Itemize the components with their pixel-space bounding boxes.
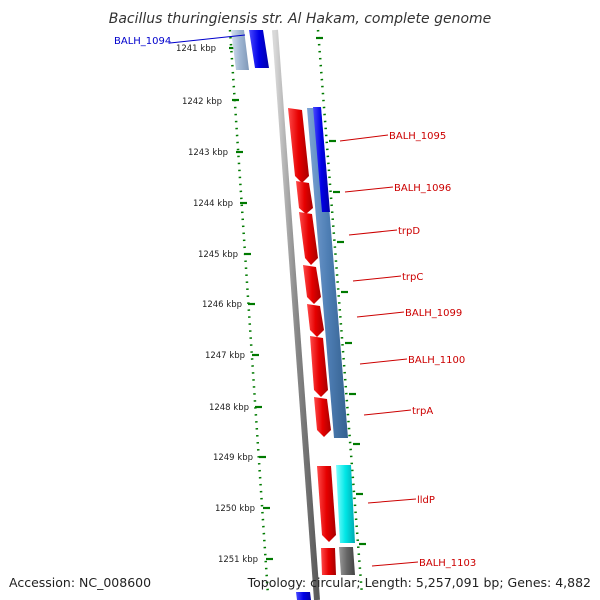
accession-text: Accession: NC_008600: [9, 575, 151, 590]
gene-label-balh-1103: BALH_1103: [419, 558, 476, 569]
gene-label-lldp: lldP: [417, 495, 435, 506]
ruler-labels: 1241 kbp 1242 kbp 1243 kbp 1244 kbp 1245…: [176, 44, 258, 565]
feature-balh-1103-gray: [339, 547, 355, 575]
genome-backbone: [272, 29, 320, 600]
features-blue-narrow: [313, 107, 330, 212]
gene-arrow-balh-1095: [288, 108, 309, 183]
leader-line-balh-1103: [371, 561, 419, 567]
leader-line-trpc: [352, 275, 402, 282]
gene-arrow-balh-1099: [307, 304, 324, 337]
ruler-label-1245kbp: 1245 kbp: [198, 250, 238, 260]
features-top: [231, 30, 311, 600]
leader-line-balh-1096: [344, 186, 394, 193]
gene-label-balh-1095: BALH_1095: [389, 131, 446, 142]
leader-line-balh-1100: [359, 358, 408, 365]
gene-label-balh-1099: BALH_1099: [405, 308, 462, 319]
feature-lldp-cyan: [336, 465, 355, 543]
gene-label-trpd: trpD: [398, 226, 420, 237]
gene-arrow-trpc: [303, 265, 321, 304]
gene-labels: BALH_1094 BALH_1095 BALH_1096 trpD trpC …: [114, 36, 476, 569]
feature-balh-1095-blue: [313, 107, 330, 212]
ruler-label-1250kbp: 1250 kbp: [215, 504, 255, 514]
gene-label-balh-1100: BALH_1100: [408, 355, 465, 366]
ruler-label-1249kbp: 1249 kbp: [213, 453, 253, 463]
features-forward-genes: [288, 108, 336, 575]
feature-balh-1094-bar: [249, 30, 269, 68]
gene-label-trpc: trpC: [402, 272, 423, 283]
map-title: Bacillus thuringiensis str. Al Hakam, co…: [109, 11, 492, 27]
ruler-label-1247kbp: 1247 kbp: [205, 351, 245, 361]
features-steel-blue: [307, 108, 348, 438]
gene-label-balh-1094: BALH_1094: [114, 36, 171, 47]
feature-steel-blue-operon: [307, 108, 348, 438]
ruler-label-1241kbp: 1241 kbp: [176, 44, 216, 54]
gene-label-balh-1096: BALH_1096: [394, 183, 451, 194]
gene-label-lines: [169, 34, 419, 567]
gene-label-trpa: trpA: [412, 406, 433, 417]
genome-summary-text: Topology: circular; Length: 5,257,091 bp…: [247, 575, 591, 590]
leader-line-trpd: [348, 229, 398, 236]
ruler-label-1243kbp: 1243 kbp: [188, 148, 228, 158]
gene-arrow-trpd: [299, 212, 318, 265]
ruler-label-1246kbp: 1246 kbp: [202, 300, 242, 310]
ruler-label-1251kbp: 1251 kbp: [218, 555, 258, 565]
gene-arrow-balh-1100: [310, 336, 328, 397]
ruler-label-1242kbp: 1242 kbp: [182, 97, 222, 107]
ruler-label-1248kbp: 1248 kbp: [209, 403, 249, 413]
leader-line-balh-1094: [169, 34, 246, 44]
leader-line-lldp: [367, 498, 417, 504]
leader-line-balh-1099: [356, 311, 405, 318]
gene-arrow-balh-1103: [321, 548, 336, 575]
leader-line-trpa: [363, 409, 412, 416]
leader-line-balh-1095: [339, 134, 389, 142]
ruler-ticks: [229, 36, 366, 561]
features-cyan-gray: [336, 465, 355, 575]
feature-bottom-blue-bar: [296, 592, 311, 600]
ruler-label-1244kbp: 1244 kbp: [193, 199, 233, 209]
gene-arrow-balh-1096: [296, 181, 313, 214]
feature-pale-blue-bar: [231, 30, 249, 70]
gene-arrow-lldp: [317, 466, 336, 542]
gene-arrow-trpa: [314, 397, 331, 437]
